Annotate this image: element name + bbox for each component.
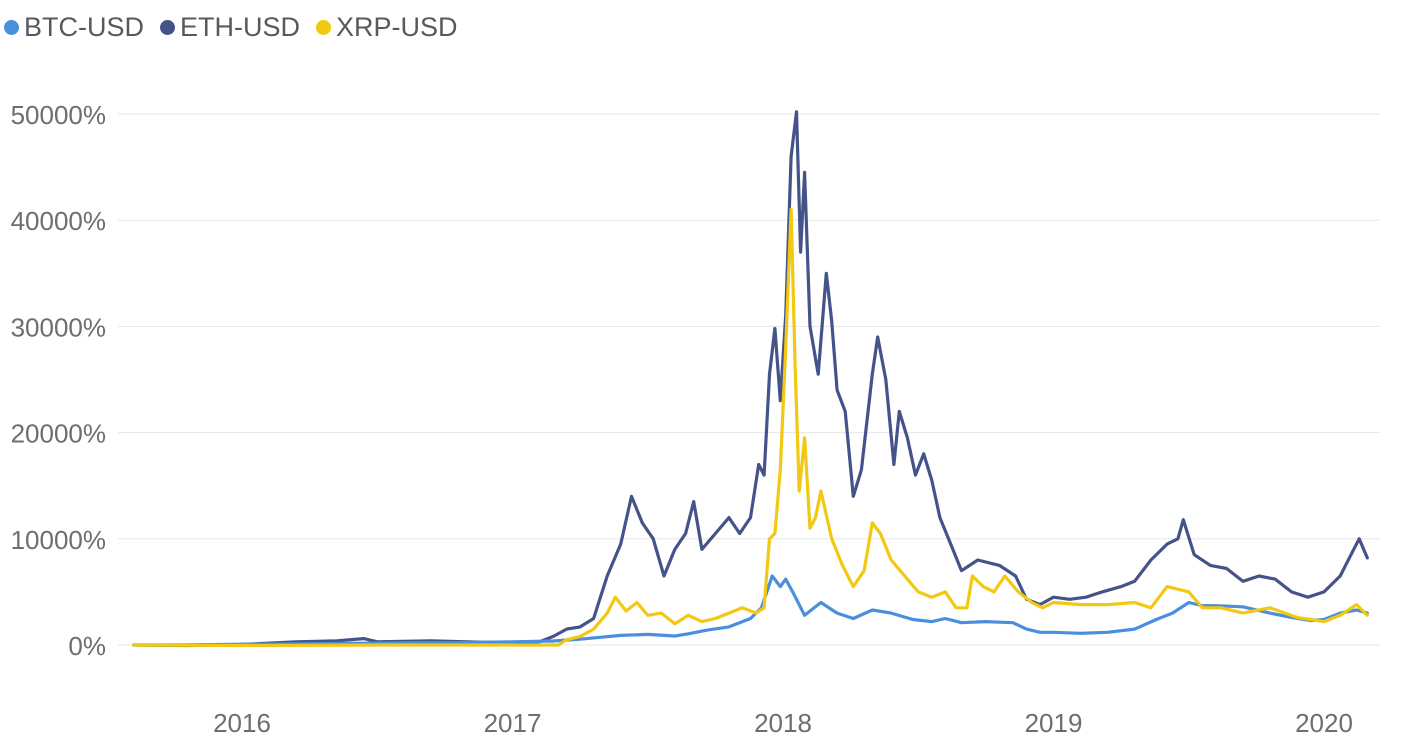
gridlines <box>118 113 1380 646</box>
series-line-xrp-usd[interactable] <box>132 208 1369 648</box>
x-tick-label: 2017 <box>484 708 542 738</box>
legend-label-xrp: XRP-USD <box>336 12 458 42</box>
legend-dot-xrp <box>316 20 331 35</box>
legend-label-eth: ETH-USD <box>180 12 300 42</box>
legend-dot-eth <box>160 20 175 35</box>
y-tick-label: 10000% <box>11 525 106 555</box>
legend-item-eth[interactable]: ETH-USD <box>160 12 300 43</box>
y-tick-label: 0% <box>68 631 106 661</box>
series-line-btc-usd[interactable] <box>132 574 1369 647</box>
legend-dot-btc <box>4 20 19 35</box>
y-axis: 0% 10000% 20000% 30000% 40000% 50000% <box>11 100 106 661</box>
y-tick-label: 30000% <box>11 312 106 342</box>
y-tick-label: 50000% <box>11 100 106 130</box>
legend: BTC-USD ETH-USD XRP-USD <box>4 12 458 43</box>
x-tick-label: 2020 <box>1295 708 1353 738</box>
legend-item-xrp[interactable]: XRP-USD <box>316 12 458 43</box>
x-axis: 2016 2017 2018 2019 2020 <box>213 708 1353 738</box>
legend-item-btc[interactable]: BTC-USD <box>4 12 144 43</box>
series-line-eth-usd[interactable] <box>132 110 1369 648</box>
y-tick-label: 40000% <box>11 206 106 236</box>
series-lines <box>132 110 1369 648</box>
y-tick-label: 20000% <box>11 419 106 449</box>
x-tick-label: 2018 <box>754 708 812 738</box>
x-tick-label: 2016 <box>213 708 271 738</box>
x-tick-label: 2019 <box>1025 708 1083 738</box>
legend-label-btc: BTC-USD <box>24 12 144 42</box>
